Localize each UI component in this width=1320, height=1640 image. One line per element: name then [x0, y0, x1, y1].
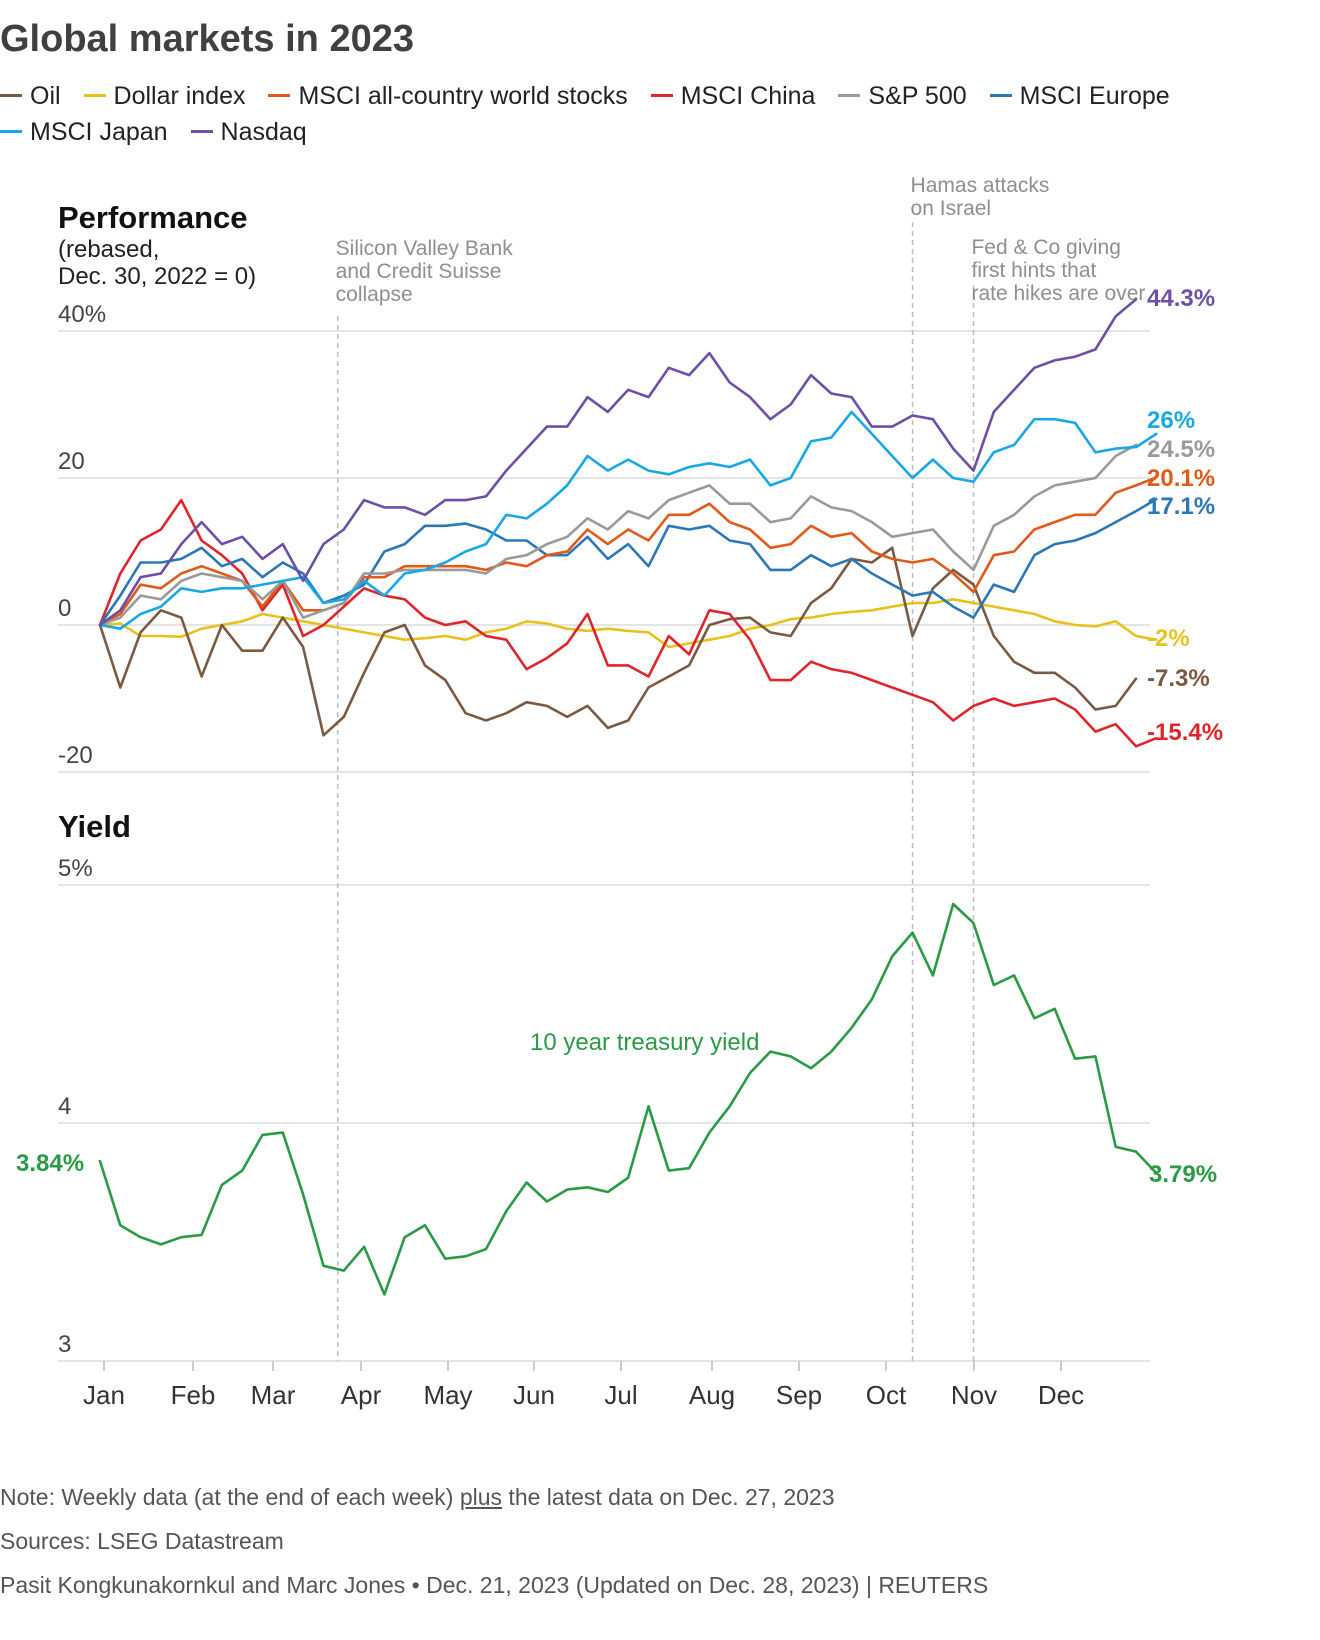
end-value-label: -15.4% — [1147, 719, 1223, 746]
chart-canvas: Performance(rebased,Dec. 30, 2022 = 0)40… — [16, 174, 1223, 1410]
y-tick-label: 4 — [58, 1093, 71, 1120]
performance-subtitle: (rebased, — [58, 236, 159, 263]
series-line-nasdaq — [98, 298, 1138, 627]
end-value-label: 17.1% — [1147, 493, 1215, 520]
end-value-label: 24.5% — [1147, 436, 1215, 463]
series-line-msci-europe — [98, 497, 1158, 627]
y-tick-label: 20 — [58, 448, 85, 475]
x-tick-label: Jun — [513, 1380, 555, 1410]
legend-label: Dollar index — [113, 82, 246, 110]
end-value-label: 20.1% — [1147, 465, 1215, 492]
legend-item-dollar-index: Dollar index — [83, 78, 246, 114]
legend-swatch — [989, 93, 1012, 97]
note-link: plus — [459, 1484, 503, 1510]
event-annotation: Hamas attacks — [911, 174, 1050, 197]
y-tick-label: -20 — [58, 742, 93, 769]
note-text: Note: Weekly data (at the end of each we… — [0, 1484, 460, 1510]
x-tick-label: Dec — [1038, 1380, 1084, 1410]
legend-swatch — [0, 129, 22, 133]
start-value-label: 3.84% — [16, 1150, 84, 1177]
legend-label: MSCI Japan — [30, 118, 168, 146]
x-tick-label: Sep — [776, 1380, 822, 1410]
footer-note: Note: Weekly data (at the end of each we… — [0, 1484, 835, 1511]
x-tick-label: Jul — [604, 1380, 637, 1410]
legend-label: S&P 500 — [868, 82, 967, 110]
footer-sources: Sources: LSEG Datastream — [0, 1528, 284, 1554]
series-line-s-p-500 — [98, 443, 1138, 627]
x-tick-label: Aug — [689, 1380, 735, 1410]
end-value-label: 26% — [1147, 407, 1195, 434]
legend-item-nasdaq: Nasdaq — [190, 114, 307, 150]
series-annotation: 10 year treasury yield — [530, 1029, 759, 1056]
yield-title: Yield — [58, 809, 131, 844]
event-annotation: first hints that — [971, 259, 1096, 282]
event-annotation: Silicon Valley Bank — [336, 237, 514, 260]
x-tick-label: Jan — [83, 1380, 125, 1410]
x-tick-label: Apr — [341, 1380, 382, 1410]
x-tick-label: May — [423, 1380, 472, 1410]
legend-swatch — [268, 93, 291, 97]
event-annotation: collapse — [336, 283, 413, 306]
legend-item-oil: Oil — [0, 78, 61, 114]
series-line-oil — [98, 546, 1138, 737]
y-tick-label: 40% — [58, 301, 106, 328]
event-annotation: rate hikes are over — [971, 282, 1145, 305]
y-tick-label: 3 — [58, 1331, 71, 1358]
x-tick-label: Mar — [251, 1380, 296, 1410]
event-annotation: Fed & Co giving — [971, 236, 1120, 259]
legend-item-msci-europe: MSCI Europe — [989, 78, 1170, 114]
end-value-label: 44.3% — [1147, 285, 1215, 312]
legend-swatch — [838, 93, 861, 97]
series-line-msci-china — [98, 498, 1158, 748]
chart-title: Global markets in 2023 — [0, 18, 414, 60]
x-tick-label: Nov — [951, 1380, 997, 1410]
legend-label: MSCI Europe — [1019, 82, 1170, 110]
note-text-end: the latest data on Dec. 27, 2023 — [502, 1484, 835, 1510]
end-value-label: -2% — [1147, 625, 1190, 652]
event-annotation: on Israel — [911, 197, 992, 220]
footer-credit: Pasit Kongkunakornkul and Marc Jones • D… — [0, 1572, 989, 1598]
y-tick-label: 0 — [58, 595, 71, 622]
end-value-label: 3.79% — [1149, 1161, 1217, 1188]
x-tick-label: Oct — [866, 1380, 907, 1410]
legend-label: MSCI China — [680, 82, 816, 110]
legend-label: Oil — [30, 82, 61, 110]
series-line-msci-all-country-world-stocks — [98, 475, 1158, 627]
legend-item-msci-china: MSCI China — [650, 78, 816, 114]
y-tick-label: 5% — [58, 855, 93, 882]
legend-swatch — [190, 129, 213, 133]
legend-label: MSCI all-country world stocks — [298, 82, 628, 110]
legend: Oil Dollar index MSCI all-country world … — [0, 78, 1300, 150]
legend-item-sp500: S&P 500 — [838, 78, 967, 114]
performance-subtitle: Dec. 30, 2022 = 0) — [58, 263, 256, 290]
end-value-label: -7.3% — [1147, 665, 1210, 692]
series-line-treasury-yield — [98, 902, 1158, 1296]
x-tick-label: Feb — [171, 1380, 216, 1410]
legend-swatch — [83, 93, 106, 97]
performance-title: Performance — [58, 200, 248, 235]
legend-swatch — [0, 93, 22, 97]
legend-item-msci-japan: MSCI Japan — [0, 114, 168, 150]
legend-item-msci-world: MSCI all-country world stocks — [268, 78, 628, 114]
legend-label: Nasdaq — [220, 118, 307, 146]
series-line-msci-japan — [98, 410, 1158, 631]
legend-swatch — [650, 93, 673, 97]
event-annotation: and Credit Suisse — [336, 260, 502, 283]
